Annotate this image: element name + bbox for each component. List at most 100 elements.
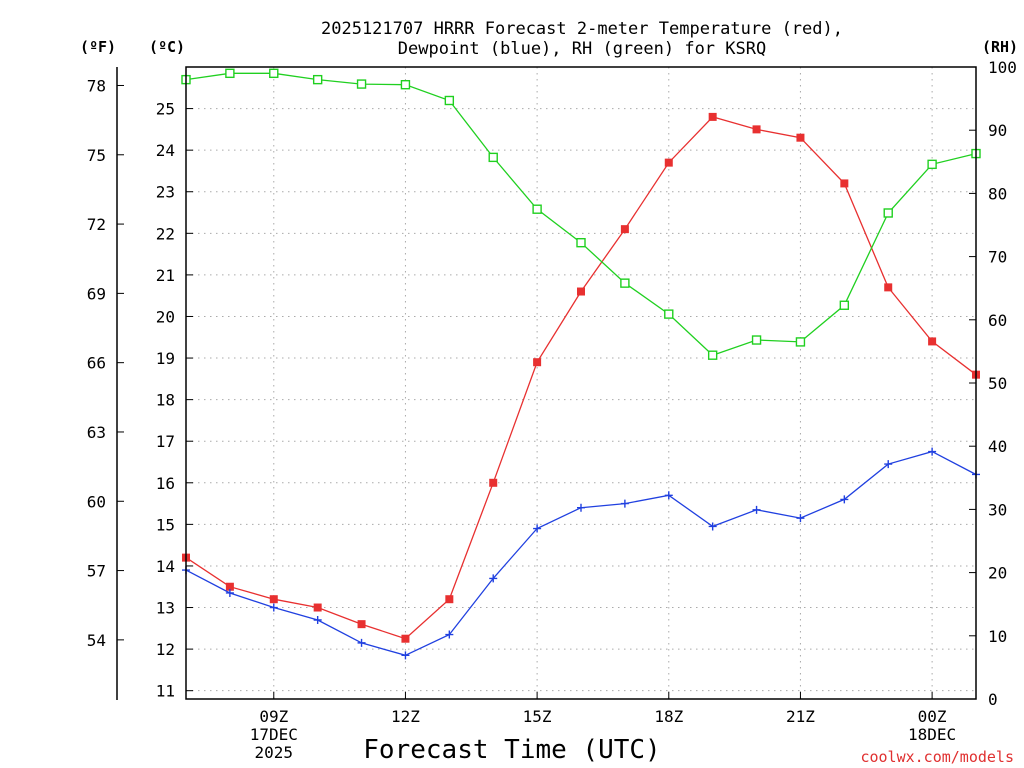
- celsius-tick-label: 24: [156, 141, 175, 160]
- celsius-tick-label: 14: [156, 557, 175, 576]
- temperature-point: [533, 358, 542, 367]
- celsius-tick-label: 21: [156, 266, 175, 285]
- x-axis-label: Forecast Time (UTC): [363, 735, 660, 765]
- rh-tick-label: 80: [988, 184, 1007, 203]
- rh-point: [795, 337, 806, 347]
- fahrenheit-tick-label: 57: [87, 562, 106, 581]
- fahrenheit-tick-label: 78: [87, 76, 106, 95]
- x-tick-label: 18DEC: [908, 725, 956, 744]
- temperature-point: [752, 125, 761, 134]
- temperature-point: [840, 179, 849, 188]
- temperature-point: [401, 634, 410, 643]
- rh-tick-label: 30: [988, 500, 1007, 519]
- celsius-tick-label: 22: [156, 224, 175, 243]
- temperature-point: [225, 582, 234, 591]
- rh-point: [707, 350, 718, 360]
- celsius-tick-label: 11: [156, 682, 175, 701]
- temperature-line: [185, 116, 977, 640]
- temperature-point: [269, 595, 278, 604]
- rh-point: [839, 300, 850, 310]
- dewpoint-point: [577, 503, 585, 512]
- temperature-point: [577, 287, 585, 296]
- dewpoint-point: [928, 447, 937, 456]
- celsius-tick-label: 17: [156, 432, 175, 451]
- temperature-point: [884, 283, 893, 292]
- dewpoint-point: [840, 495, 849, 504]
- dewpoint-point: [533, 524, 542, 533]
- celsius-tick-label: 23: [156, 183, 175, 202]
- temperature-point: [620, 225, 629, 234]
- fahrenheit-unit-label: (ºF): [80, 38, 116, 56]
- x-tick-label: 18Z: [654, 707, 683, 726]
- rh-point: [400, 79, 411, 90]
- x-tick-label: 09Z: [259, 707, 288, 726]
- rh-point: [927, 159, 937, 170]
- fahrenheit-tick-label: 60: [87, 492, 106, 511]
- temperature-point: [489, 478, 498, 487]
- temperature-point: [313, 603, 322, 612]
- celsius-tick-label: 13: [156, 599, 175, 618]
- dewpoint-point: [401, 651, 410, 660]
- celsius-unit-label: (ºC): [149, 38, 185, 56]
- rh-tick-label: 0: [988, 690, 998, 709]
- rh-point: [356, 79, 367, 89]
- fahrenheit-tick-label: 69: [87, 284, 106, 303]
- dewpoint-point: [313, 616, 322, 624]
- celsius-tick-label: 25: [156, 100, 175, 119]
- rh-point: [269, 68, 279, 79]
- rh-point: [620, 278, 630, 288]
- plot-frame: [185, 66, 977, 700]
- chart-title-line-1: 2025121707 HRRR Forecast 2-meter Tempera…: [321, 19, 843, 39]
- dewpoint-point: [225, 588, 234, 597]
- fahrenheit-tick-label: 54: [87, 631, 106, 650]
- celsius-tick-label: 19: [156, 349, 175, 368]
- celsius-tick-label: 18: [156, 391, 175, 410]
- credit-label: coolwx.com/models: [860, 748, 1014, 766]
- rh-point: [532, 204, 542, 214]
- dewpoint-point: [445, 630, 454, 639]
- rh-unit-label: (RH): [982, 38, 1018, 56]
- x-tick-label: 12Z: [391, 707, 420, 726]
- temperature-point: [796, 133, 805, 142]
- rh-tick-label: 60: [988, 311, 1007, 330]
- celsius-tick-label: 20: [156, 307, 175, 326]
- fahrenheit-tick-label: 66: [87, 354, 106, 373]
- rh-point: [488, 152, 498, 163]
- temperature-point: [664, 158, 673, 167]
- dewpoint-point: [489, 574, 498, 583]
- grid: [186, 67, 976, 699]
- series-layer: [181, 68, 981, 660]
- dewpoint-line: [185, 450, 977, 656]
- dewpoint-point: [884, 460, 893, 469]
- rh-point: [225, 68, 235, 79]
- rh-tick-label: 50: [988, 374, 1007, 393]
- dewpoint-point: [620, 499, 629, 508]
- rh-tick-label: 40: [988, 437, 1007, 456]
- rh-point: [751, 335, 762, 345]
- fahrenheit-tick-label: 63: [87, 423, 106, 442]
- rh-point: [883, 208, 893, 218]
- dewpoint-point: [708, 522, 717, 531]
- x-tick-label: 21Z: [786, 707, 815, 726]
- x-tick-label: 15Z: [523, 707, 552, 726]
- celsius-tick-label: 15: [156, 515, 175, 534]
- rh-point: [664, 309, 674, 319]
- dewpoint-point: [269, 603, 278, 612]
- rh-tick-label: 90: [988, 121, 1007, 140]
- rh-tick-label: 70: [988, 248, 1007, 267]
- temperature-point: [928, 337, 937, 346]
- temperature-point: [357, 620, 366, 629]
- rh-tick-label: 20: [988, 564, 1007, 583]
- dewpoint-point: [357, 638, 366, 647]
- dewpoint-point: [664, 491, 673, 500]
- rh-point: [444, 95, 455, 106]
- fahrenheit-tick-label: 75: [87, 146, 106, 165]
- fahrenheit-tick-label: 72: [87, 215, 106, 234]
- dewpoint-point: [752, 505, 761, 514]
- temperature-point: [708, 112, 717, 121]
- rh-point: [576, 237, 586, 248]
- rh-point: [312, 74, 323, 85]
- celsius-tick-label: 12: [156, 640, 175, 659]
